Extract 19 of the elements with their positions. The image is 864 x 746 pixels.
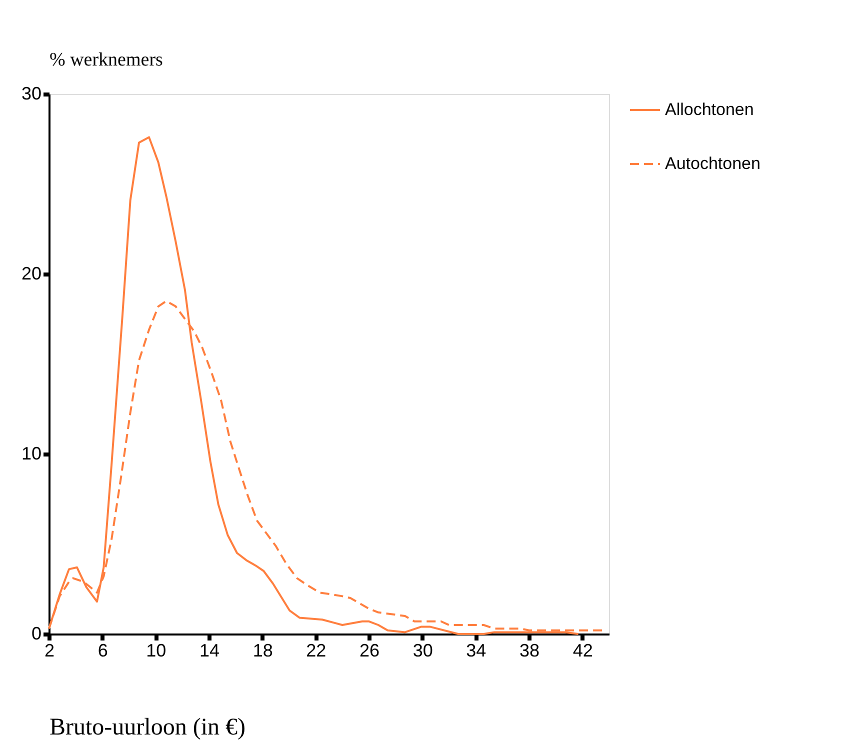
- x-tick-label: 2: [44, 640, 55, 660]
- x-tick-label: 18: [252, 640, 273, 660]
- y-tick-label: 30: [21, 84, 42, 104]
- legend-label: Autochtonen: [665, 154, 760, 173]
- x-axis-title: Bruto-uurloon (in €): [50, 714, 246, 740]
- x-tick-label: 10: [146, 640, 166, 660]
- x-tick-label: 38: [519, 640, 540, 660]
- x-tick-label: 22: [306, 640, 326, 660]
- x-tick-label: 14: [199, 640, 220, 660]
- y-tick-label: 20: [21, 264, 42, 284]
- x-tick-label: 6: [98, 640, 108, 660]
- x-tick-label: 30: [412, 640, 433, 660]
- y-tick-label: 10: [21, 444, 42, 464]
- x-tick-label: 26: [359, 640, 380, 660]
- legend-label: Allochtonen: [665, 100, 754, 119]
- x-tick-label: 42: [572, 640, 593, 660]
- x-tick-label: 34: [466, 640, 486, 660]
- y-tick-label: 0: [31, 624, 42, 644]
- y-axis-title: % werknemers: [50, 50, 163, 70]
